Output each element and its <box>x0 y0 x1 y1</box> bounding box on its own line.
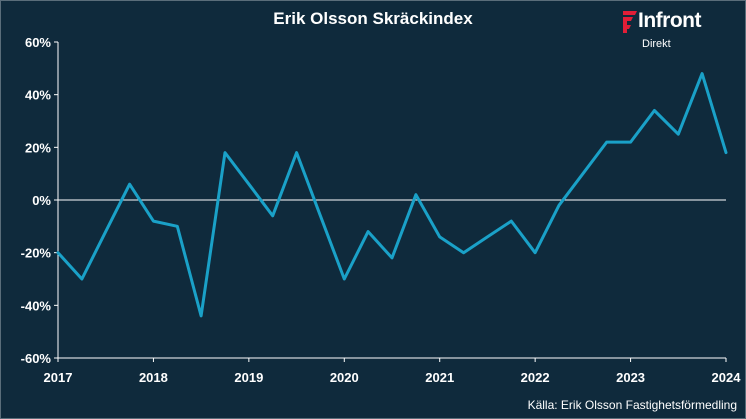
y-tick-label: 60% <box>25 35 51 50</box>
x-tick-label: 2022 <box>521 370 550 385</box>
infront-logo: Infront Direkt <box>622 9 740 55</box>
y-axis: -60% -40% -20% 0% 20% 40% 60% <box>21 35 58 366</box>
y-tick-label: 0% <box>32 193 51 208</box>
y-tick-label: -60% <box>21 351 52 366</box>
brand-sub: Direkt <box>642 38 671 50</box>
x-tick-label: 2018 <box>139 370 168 385</box>
source-note: Källa: Erik Olsson Fastighetsförmedling <box>527 398 737 412</box>
chart-title: Erik Olsson Skräckindex <box>273 9 473 28</box>
brand-name: Infront <box>638 9 701 32</box>
y-tick-label: 40% <box>25 88 51 103</box>
y-tick-label: -20% <box>21 246 52 261</box>
x-tick-label: 2024 <box>712 370 742 385</box>
series-line <box>56 72 728 318</box>
x-tick-label: 2023 <box>616 370 645 385</box>
infront-mark-icon <box>623 11 637 33</box>
y-tick-label: 20% <box>25 140 51 155</box>
x-tick-label: 2019 <box>234 370 263 385</box>
y-tick-label: -40% <box>21 298 52 313</box>
x-tick-label: 2020 <box>330 370 359 385</box>
x-tick-label: 2021 <box>425 370 454 385</box>
x-axis: 2017 2018 2019 2020 2021 2022 2023 2024 <box>44 358 742 385</box>
x-tick-label: 2017 <box>44 370 73 385</box>
